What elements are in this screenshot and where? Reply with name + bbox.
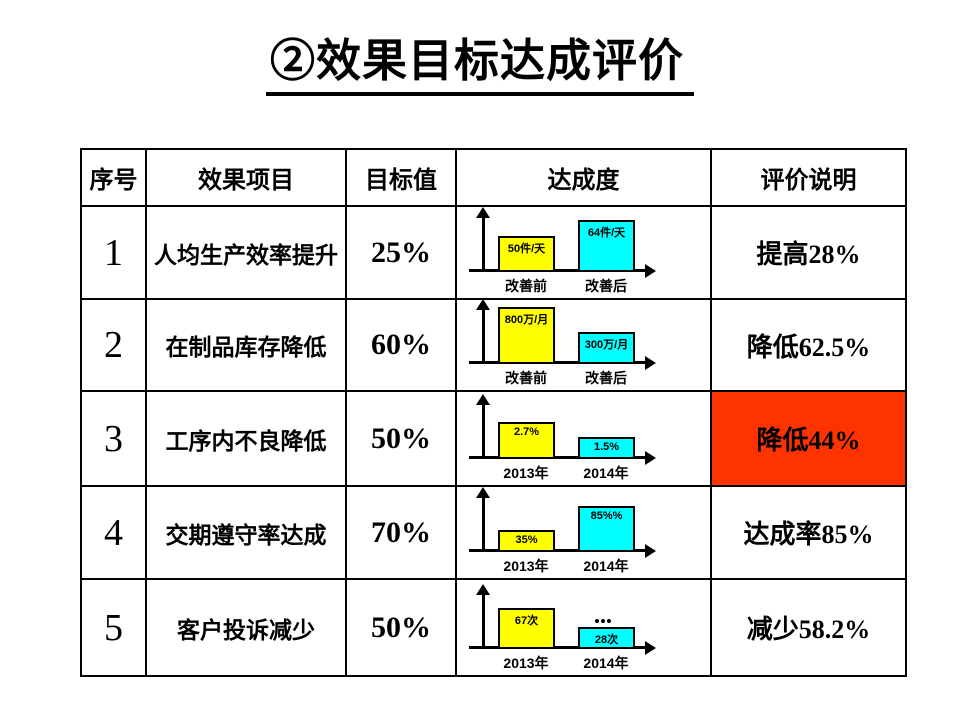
table-row: 1 人均生产效率提升 25% 50件/天 64件/天改善前 改善后 提高28% — [80, 205, 907, 300]
x-axis-line — [469, 269, 647, 272]
mini-bar-chart: 67次 28次 2013年 2014年 — [458, 581, 709, 674]
category-label: 2013年 — [503, 655, 549, 671]
y-axis-line — [482, 594, 485, 646]
x-axis-arrow-icon — [645, 451, 656, 465]
table-row: 2 在制品库存降低 60% 800万/月 300万/月改善前 改善后 降低62.5% — [80, 298, 907, 392]
target-value: 50% — [345, 578, 457, 677]
row-number: 5 — [80, 578, 147, 677]
y-axis-line — [482, 309, 485, 361]
clipped-text-artifact — [595, 619, 611, 623]
achievement-chart-cell: 50件/天 64件/天改善前 改善后 — [455, 205, 712, 300]
y-axis-arrow-icon — [476, 208, 490, 218]
target-value: 60% — [345, 298, 457, 392]
table-row: 3 工序内不良降低 50% 2.7% 1.5% 2013年 2014年 降低44% — [80, 390, 907, 487]
bar-value-label: 50件/天 — [507, 243, 546, 255]
y-axis-line — [482, 497, 485, 549]
row-number: 3 — [80, 390, 147, 487]
bar-value-label: 64件/天 — [587, 227, 626, 239]
title-bar: ②效果目标达成评价 — [0, 24, 960, 96]
target-value: 70% — [345, 485, 457, 580]
category-label: 2014年 — [583, 655, 629, 671]
x-axis-line — [469, 549, 647, 552]
target-value: 25% — [345, 205, 457, 300]
bar-value-label: 67次 — [514, 615, 539, 627]
x-axis-arrow-icon — [645, 356, 656, 370]
achievement-chart-cell: 800万/月 300万/月改善前 改善后 — [455, 298, 712, 392]
y-axis-arrow-icon — [476, 394, 490, 405]
bar-after: 300万/月 — [578, 332, 635, 364]
evaluation-text: 提高28% — [710, 205, 907, 300]
header-target: 目标值 — [345, 148, 457, 207]
row-number: 4 — [80, 485, 147, 580]
mini-bar-chart: 2.7% 1.5% 2013年 2014年 — [458, 393, 709, 484]
header-achievement: 达成度 — [455, 148, 712, 207]
bar-value-label: 1.5% — [593, 441, 620, 453]
mini-bar-chart: 800万/月 300万/月改善前 改善后 — [458, 301, 709, 389]
mini-bar-chart: 50件/天 64件/天改善前 改善后 — [458, 208, 709, 297]
achievement-chart-cell: 67次 28次 2013年 2014年 — [455, 578, 712, 677]
achievement-chart-cell: 35% 85%% 2013年 2014年 — [455, 485, 712, 580]
bar-value-label: 2.7% — [513, 426, 540, 438]
mini-bar-chart: 35% 85%% 2013年 2014年 — [458, 488, 709, 577]
table-body: 1 人均生产效率提升 25% 50件/天 64件/天 改善前 改善后 提高28% 2 在制品库存降… — [80, 205, 907, 677]
bar-after: 85%% — [578, 506, 635, 552]
effect-item-label: 在制品库存降低 — [145, 298, 347, 392]
bar-after: 28次 — [578, 627, 635, 649]
header-item: 效果项目 — [145, 148, 347, 207]
table-header: 序号 效果项目 目标值 达成度 评价说明 — [80, 148, 907, 207]
category-label: 改善前 — [505, 370, 547, 386]
bar-before: 67次 — [498, 608, 555, 649]
bar-before: 2.7% — [498, 422, 555, 459]
category-label: 2014年 — [583, 465, 629, 481]
bar-value-label: 35% — [515, 534, 538, 546]
x-axis-arrow-icon — [645, 264, 656, 278]
header-evaluation: 评价说明 — [710, 148, 907, 207]
bar-before: 35% — [498, 530, 555, 552]
bar-after: 1.5% — [578, 437, 635, 459]
table-row: 5 客户投诉减少 50% 67次 28次 2013年 2014年 减少58.2% — [80, 578, 907, 677]
evaluation-text: 达成率85% — [710, 485, 907, 580]
category-label: 改善后 — [585, 370, 627, 386]
y-axis-line — [482, 404, 485, 456]
y-axis-arrow-icon — [476, 488, 490, 498]
category-label: 2014年 — [583, 558, 629, 574]
effect-item-label: 工序内不良降低 — [145, 390, 347, 487]
page-title: ②效果目标达成评价 — [265, 24, 694, 96]
header-no: 序号 — [80, 148, 147, 207]
y-axis-arrow-icon — [476, 584, 490, 595]
bar-before: 800万/月 — [498, 307, 555, 364]
x-axis-line — [469, 646, 647, 649]
category-label: 2013年 — [503, 558, 549, 574]
effect-item-label: 人均生产效率提升 — [145, 205, 347, 300]
table-row: 4 交期遵守率达成 70% 35% 85%% 2013年 2014年 达成率85% — [80, 485, 907, 580]
y-axis-arrow-icon — [476, 301, 490, 310]
effect-item-label: 交期遵守率达成 — [145, 485, 347, 580]
bar-value-label: 28次 — [594, 634, 619, 646]
evaluation-text: 降低44% — [710, 390, 907, 487]
category-label: 改善后 — [585, 278, 627, 294]
category-label: 2013年 — [503, 465, 549, 481]
y-axis-line — [482, 217, 485, 269]
x-axis-arrow-icon — [645, 641, 656, 655]
row-number: 2 — [80, 298, 147, 392]
bar-value-label: 85%% — [590, 510, 623, 522]
bar-before: 50件/天 — [498, 236, 555, 272]
evaluation-text: 减少58.2% — [710, 578, 907, 677]
evaluation-text: 降低62.5% — [710, 298, 907, 392]
header-row: 序号 效果项目 目标值 达成度 评价说明 — [80, 148, 907, 207]
effect-item-label: 客户投诉减少 — [145, 578, 347, 677]
evaluation-table: 序号 效果项目 目标值 达成度 评价说明 1 人均生产效率提升 25% 50件/天 64… — [80, 148, 907, 677]
bar-value-label: 800万/月 — [504, 314, 549, 326]
achievement-chart-cell: 2.7% 1.5% 2013年 2014年 — [455, 390, 712, 487]
target-value: 50% — [345, 390, 457, 487]
x-axis-arrow-icon — [645, 544, 656, 558]
category-label: 改善前 — [505, 278, 547, 294]
bar-value-label: 300万/月 — [584, 339, 629, 351]
row-number: 1 — [80, 205, 147, 300]
bar-after: 64件/天 — [578, 220, 635, 272]
x-axis-line — [469, 456, 647, 459]
x-axis-line — [469, 361, 647, 364]
